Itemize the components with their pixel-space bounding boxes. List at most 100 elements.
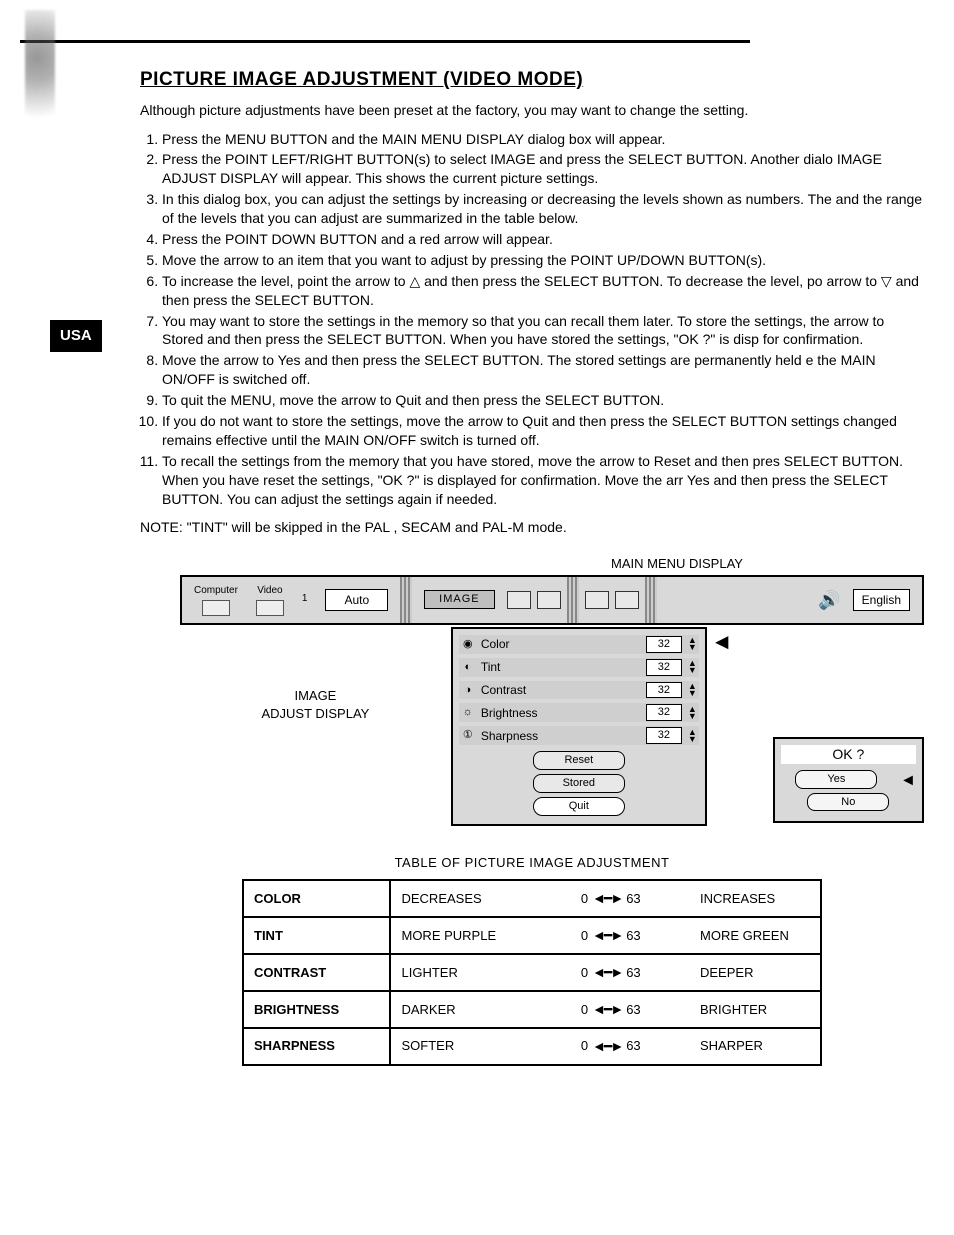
auto-label: Auto <box>325 589 388 611</box>
page-title: PICTURE IMAGE ADJUSTMENT (VIDEO MODE) <box>140 67 924 93</box>
menu-item-language[interactable]: English <box>847 589 916 611</box>
param-sharpness[interactable]: ① Sharpness 32 ▲▼ <box>459 726 699 745</box>
param-name: BRIGHTNESS <box>243 991 390 1028</box>
caption-line: ADJUST DISPLAY <box>180 705 451 723</box>
param-range: LIGHTER 0 ◄━► 63 DEEPER <box>390 954 821 991</box>
screen-icon[interactable] <box>507 591 531 609</box>
adjustment-table: COLORDECREASES0 ◄━► 63INCREASESTINTMORE … <box>242 879 822 1065</box>
param-color[interactable]: ◉ Color 32 ▲▼ <box>459 635 699 654</box>
contrast-icon: ◑ <box>461 683 475 697</box>
param-name: CONTRAST <box>243 954 390 991</box>
setting-icon[interactable] <box>585 591 609 609</box>
spinner-icon[interactable]: ▲▼ <box>688 660 697 674</box>
yes-button[interactable]: Yes <box>795 770 877 789</box>
low-label: SOFTER <box>401 1037 521 1055</box>
label: Computer <box>194 584 238 598</box>
param-range: DECREASES0 ◄━► 63INCREASES <box>390 880 821 917</box>
menu-item-image[interactable]: IMAGE <box>418 590 500 609</box>
table-row: BRIGHTNESSDARKER0 ◄━► 63BRIGHTER <box>243 991 821 1028</box>
param-value: 32 <box>646 682 682 699</box>
param-range: MORE PURPLE0 ◄━► 63MORE GREEN <box>390 917 821 954</box>
step: If you do not want to store the settings… <box>162 412 924 450</box>
menu-item-computer[interactable]: Computer <box>188 584 244 616</box>
range-arrow: 0 ◄━► 63 <box>581 1000 641 1019</box>
main-menu-bar: Computer Video 1 Auto IMAGE 🔊 <box>180 575 924 625</box>
quit-button[interactable]: Quit <box>533 797 625 816</box>
table-row: SHARPNESSSOFTER0 ◄━► 63SHARPER <box>243 1028 821 1065</box>
menu-illustration: MAIN MENU DISPLAY Computer Video 1 Auto … <box>180 555 924 825</box>
low-label: LIGHTER <box>401 964 521 982</box>
ok-question: OK ? <box>781 745 916 764</box>
param-value: 32 <box>646 636 682 653</box>
image-adjust-row: IMAGE ADJUST DISPLAY ◉ Color 32 ▲▼ ◐ Tin… <box>180 627 924 826</box>
tint-icon: ◐ <box>461 660 475 674</box>
menu-item-video[interactable]: Video <box>250 584 290 616</box>
range-arrow: 0 ◄━► 63 <box>581 963 641 982</box>
param-contrast[interactable]: ◑ Contrast 32 ▲▼ <box>459 681 699 700</box>
spinner-icon[interactable]: ▲▼ <box>688 637 697 651</box>
param-value: 32 <box>646 704 682 721</box>
step: Press the POINT LEFT/RIGHT BUTTON(s) to … <box>162 150 924 188</box>
no-button[interactable]: No <box>807 793 889 812</box>
table-row: TINTMORE PURPLE0 ◄━► 63MORE GREEN <box>243 917 821 954</box>
param-label: Color <box>481 636 640 652</box>
step: Move the arrow to Yes and then press the… <box>162 351 924 389</box>
brightness-icon: ☼ <box>461 706 475 720</box>
divider <box>645 577 657 623</box>
note-text: NOTE: "TINT" will be skipped in the PAL … <box>140 518 924 537</box>
param-tint[interactable]: ◐ Tint 32 ▲▼ <box>459 658 699 677</box>
low-label: MORE PURPLE <box>401 927 521 945</box>
usa-badge: USA <box>50 320 102 352</box>
step: Move the arrow to an item that you want … <box>162 251 924 270</box>
param-range: SOFTER0 ◄━► 63SHARPER <box>390 1028 821 1065</box>
step: To quit the MENU, move the arrow to Quit… <box>162 391 924 410</box>
scan-artifact <box>25 10 55 130</box>
spinner-icon[interactable]: ▲▼ <box>688 729 697 743</box>
param-value: 32 <box>646 659 682 676</box>
label: 1 <box>302 592 308 606</box>
param-label: Sharpness <box>481 728 640 744</box>
image-label: IMAGE <box>424 590 494 609</box>
stored-button[interactable]: Stored <box>533 774 625 793</box>
param-brightness[interactable]: ☼ Brightness 32 ▲▼ <box>459 703 699 722</box>
page: USA PICTURE IMAGE ADJUSTMENT (VIDEO MODE… <box>140 40 924 1066</box>
param-label: Contrast <box>481 682 640 698</box>
high-label: DEEPER <box>700 964 810 982</box>
label: Video <box>257 584 282 598</box>
divider <box>567 577 579 623</box>
divider <box>400 577 412 623</box>
language-label: English <box>853 589 910 611</box>
menu-item-one[interactable]: 1 <box>296 592 314 608</box>
speaker-icon[interactable]: 🔊 <box>818 588 840 612</box>
image-adjust-caption: IMAGE ADJUST DISPLAY <box>180 627 451 723</box>
param-name: TINT <box>243 917 390 954</box>
low-label: DARKER <box>401 1001 521 1019</box>
image-adjust-panel: ◉ Color 32 ▲▼ ◐ Tint 32 ▲▼ ◑ Contrast <box>451 627 707 826</box>
param-value: 32 <box>646 727 682 744</box>
param-name: COLOR <box>243 880 390 917</box>
top-rule <box>20 40 750 43</box>
param-label: Brightness <box>481 705 640 721</box>
menu-item-auto[interactable]: Auto <box>319 589 394 611</box>
steps-list: Press the MENU BUTTON and the MAIN MENU … <box>140 130 924 509</box>
range-arrow: 0 ◄━► 63 <box>581 889 641 908</box>
menu-title: MAIN MENU DISPLAY <box>430 555 924 573</box>
step: Press the POINT DOWN BUTTON and a red ar… <box>162 230 924 249</box>
step: You may want to store the settings in th… <box>162 312 924 350</box>
tool-icon[interactable] <box>537 591 561 609</box>
reset-button[interactable]: Reset <box>533 751 625 770</box>
param-label: Tint <box>481 659 640 675</box>
low-label: DECREASES <box>401 890 521 908</box>
table-title: TABLE OF PICTURE IMAGE ADJUSTMENT <box>140 854 924 872</box>
setting-icon-2[interactable] <box>615 591 639 609</box>
spinner-icon[interactable]: ▲▼ <box>688 706 697 720</box>
video-icon <box>256 600 284 616</box>
step: To increase the level, point the arrow t… <box>162 272 924 310</box>
param-range: DARKER0 ◄━► 63BRIGHTER <box>390 991 821 1028</box>
step: In this dialog box, you can adjust the s… <box>162 190 924 228</box>
spinner-icon[interactable]: ▲▼ <box>688 683 697 697</box>
step: To recall the settings from the memory t… <box>162 452 924 509</box>
caption-line: IMAGE <box>180 687 451 705</box>
table-row: COLORDECREASES0 ◄━► 63INCREASES <box>243 880 821 917</box>
computer-icon <box>202 600 230 616</box>
